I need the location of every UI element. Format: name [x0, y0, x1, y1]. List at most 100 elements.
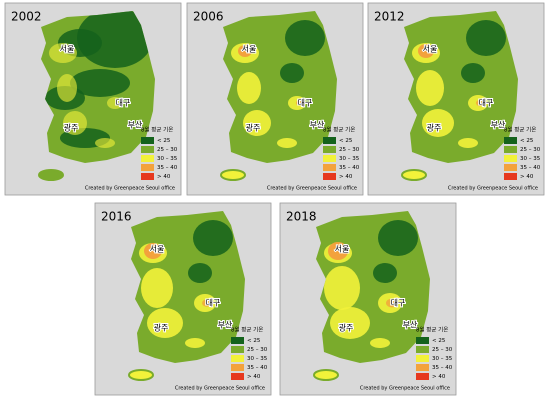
warm-zone [243, 110, 271, 136]
cool-zone [466, 20, 506, 56]
legend-label: 35 – 40 [157, 165, 178, 171]
legend-label: 35 – 40 [339, 165, 360, 171]
city-label: 서울 [150, 245, 165, 254]
legend-label: 35 – 40 [432, 365, 453, 371]
korea-map [223, 11, 337, 163]
map-year: 2018 [286, 210, 317, 224]
credit: Created by Greenpeace Seoul office [175, 386, 265, 392]
legend-label: < 25 [247, 338, 261, 344]
legend-label: 35 – 40 [520, 165, 541, 171]
legend-label: 25 – 30 [432, 347, 453, 353]
hot-zone [238, 45, 252, 57]
city-label: 부산 [218, 320, 233, 330]
legend-swatch [323, 146, 336, 153]
cool-zone [280, 63, 304, 83]
korea-map [404, 11, 518, 163]
legend-label: 30 – 35 [520, 156, 541, 162]
legend-label: > 40 [247, 374, 261, 380]
city-label: 부산 [403, 320, 418, 330]
map-year: 2006 [193, 10, 224, 24]
warm-zone [370, 338, 390, 348]
legend-swatch [323, 164, 336, 171]
cool-zone [77, 11, 153, 68]
warm-zone [141, 268, 173, 308]
warm-zone [57, 74, 77, 102]
city-label: 서울 [335, 245, 350, 254]
cool-zone [378, 220, 418, 256]
warm-zone [237, 72, 261, 104]
city-label: 대구 [116, 99, 131, 108]
legend-label: 35 – 40 [247, 365, 268, 371]
warm-zone [49, 43, 77, 63]
legend-swatch [231, 373, 244, 380]
map-year: 2012 [374, 10, 405, 24]
city-label: 서울 [242, 45, 257, 54]
legend-label: 25 – 30 [247, 347, 268, 353]
warm-zone [277, 138, 297, 148]
cool-zone [188, 263, 212, 283]
legend-label: < 25 [339, 138, 353, 144]
legend-swatch [231, 346, 244, 353]
warm-zone [330, 307, 370, 339]
legend-label: 30 – 35 [247, 356, 268, 362]
city-label: 서울 [423, 45, 438, 54]
city-label: 대구 [479, 99, 494, 108]
credit: Created by Greenpeace Seoul office [85, 186, 175, 192]
cool-zone [70, 69, 130, 97]
legend-title: 8월 평균 기온 [231, 326, 263, 334]
legend-swatch [323, 137, 336, 144]
legend-swatch [323, 155, 336, 162]
city-label: 대구 [298, 99, 313, 108]
jeju-island [401, 169, 427, 181]
korea-map [131, 211, 245, 363]
hot-zone [386, 298, 398, 308]
korea-map [316, 211, 430, 363]
city-label: 대구 [391, 299, 406, 308]
legend-label: > 40 [520, 174, 534, 180]
legend-swatch [141, 137, 154, 144]
legend-label: < 25 [157, 138, 171, 144]
cool-zone [373, 263, 397, 283]
city-label: 부산 [491, 120, 506, 130]
credit: Created by Greenpeace Seoul office [360, 386, 450, 392]
hot-zone [144, 243, 162, 259]
legend-label: > 40 [432, 374, 446, 380]
map-year: 2002 [11, 10, 42, 24]
legend-title: 8월 평균 기온 [141, 126, 173, 134]
legend-label: 30 – 35 [432, 356, 453, 362]
legend-label: 25 – 30 [520, 147, 541, 153]
cool-zone [193, 220, 233, 256]
city-label: 부산 [128, 120, 143, 130]
city-label: 광주 [64, 123, 79, 133]
city-label: 서울 [60, 45, 75, 54]
map-year: 2016 [101, 210, 132, 224]
legend-swatch [504, 146, 517, 153]
legend-title: 8월 평균 기온 [504, 126, 536, 134]
korea-map [41, 11, 155, 163]
hot-zone [328, 242, 348, 260]
legend-swatch [416, 346, 429, 353]
legend-swatch [504, 155, 517, 162]
legend-label: < 25 [520, 138, 534, 144]
legend-swatch [416, 337, 429, 344]
cool-zone [461, 63, 485, 83]
legend-label: > 40 [339, 174, 353, 180]
warm-zone [422, 109, 454, 137]
legend-swatch [141, 155, 154, 162]
legend-label: 30 – 35 [157, 156, 178, 162]
credit: Created by Greenpeace Seoul office [267, 186, 357, 192]
warm-zone [416, 70, 444, 106]
warm-zone [324, 266, 360, 310]
jeju-island [220, 169, 246, 181]
city-label: 부산 [310, 120, 325, 130]
jeju-island [313, 369, 339, 381]
warm-zone [458, 138, 478, 148]
legend-label: 30 – 35 [339, 156, 360, 162]
legend-swatch [416, 355, 429, 362]
city-label: 대구 [206, 299, 221, 308]
city-label: 광주 [246, 123, 261, 133]
